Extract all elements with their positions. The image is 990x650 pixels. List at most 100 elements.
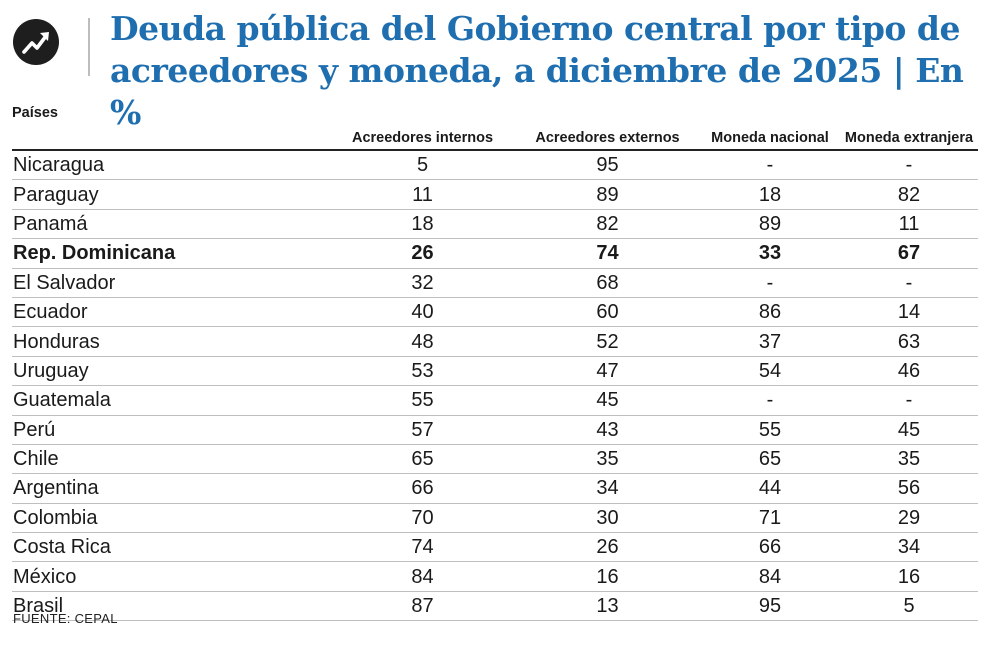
cell-moneda-nacional: -: [700, 268, 840, 298]
cell-acreedores-externos: 82: [515, 209, 700, 240]
table-row: Costa Rica 74 26 66 34: [12, 532, 978, 563]
cell-acreedores-internos: 32: [330, 268, 515, 298]
cell-acreedores-externos: 35: [515, 444, 700, 475]
cell-acreedores-internos: 84: [330, 561, 515, 592]
table-row: El Salvador 32 68- -: [12, 268, 978, 298]
cell-pais: Chile: [12, 444, 330, 475]
table-row: Nicaragua 5 95- -: [12, 150, 978, 181]
cell-moneda-nacional: 71: [700, 503, 840, 534]
cell-moneda-nacional: 66: [700, 532, 840, 563]
cell-pais: Ecuador: [12, 297, 330, 328]
cell-moneda-extranjera: 56: [840, 473, 978, 504]
title-divider: [88, 18, 90, 76]
cell-pais: Honduras: [12, 326, 330, 357]
cell-pais: Nicaragua: [12, 150, 330, 181]
cell-pais: Colombia: [12, 503, 330, 534]
cell-pais: Panamá: [12, 209, 330, 240]
cell-pais: Brasil: [12, 591, 330, 622]
cell-acreedores-externos: 45: [515, 385, 700, 416]
table-row: Honduras 48 52 37 63: [12, 326, 978, 357]
cell-acreedores-internos: 70: [330, 503, 515, 534]
cell-moneda-extranjera: 34: [840, 532, 978, 563]
cell-moneda-nacional: 89: [700, 209, 840, 240]
cell-moneda-extranjera: 63: [840, 326, 978, 357]
cell-acreedores-externos: 52: [515, 326, 700, 357]
cell-moneda-extranjera: 45: [840, 415, 978, 445]
cell-moneda-extranjera: 35: [840, 444, 978, 475]
cell-pais: Perú: [12, 415, 330, 445]
cell-acreedores-internos: 40: [330, 297, 515, 328]
cell-acreedores-internos: 65: [330, 444, 515, 475]
debt-table: Países Acreedores internos Acreedores ex…: [12, 100, 978, 622]
cell-moneda-extranjera: 11: [840, 209, 978, 240]
cell-pais: Argentina: [12, 473, 330, 504]
cell-moneda-nacional: 33: [700, 238, 840, 269]
table-header-row: Países Acreedores internos Acreedores ex…: [12, 100, 978, 151]
cell-acreedores-externos: 74: [515, 238, 700, 269]
cell-acreedores-externos: 95: [515, 150, 700, 181]
cell-acreedores-internos: 87: [330, 591, 515, 622]
table-row: Ecuador 40 60 86 14: [12, 297, 978, 328]
cell-moneda-nacional: -: [700, 385, 840, 416]
cell-moneda-extranjera: 5: [840, 591, 978, 622]
chart-title: Deuda pública del Gobierno central por t…: [110, 9, 964, 132]
column-header-paises: Países: [12, 100, 330, 151]
table-row: Brasil 87 13 95 5: [12, 591, 978, 622]
cell-moneda-extranjera: 67: [840, 238, 978, 269]
cell-acreedores-externos: 30: [515, 503, 700, 534]
table-row: Rep. Dominicana 26 74 33 67: [12, 238, 978, 269]
cell-acreedores-internos: 48: [330, 326, 515, 357]
cell-acreedores-internos: 74: [330, 532, 515, 563]
column-header-acreedores-externos: Acreedores externos: [515, 100, 700, 151]
cell-pais: Costa Rica: [12, 532, 330, 563]
cell-acreedores-externos: 26: [515, 532, 700, 563]
trend-arrow-icon: [13, 19, 59, 65]
cell-moneda-extranjera: 16: [840, 561, 978, 592]
cell-moneda-nacional: 86: [700, 297, 840, 328]
cell-acreedores-externos: 16: [515, 561, 700, 592]
cell-acreedores-internos: 55: [330, 385, 515, 416]
cell-acreedores-internos: 26: [330, 238, 515, 269]
column-header-moneda-extranjera: Moneda extranjera: [840, 100, 978, 151]
column-header-acreedores-internos: Acreedores internos: [330, 100, 515, 151]
cell-acreedores-externos: 89: [515, 179, 700, 210]
cell-pais: Paraguay: [12, 179, 330, 210]
cell-moneda-nacional: 37: [700, 326, 840, 357]
cell-pais: Guatemala: [12, 385, 330, 416]
table-row: México 84 16 84 16: [12, 561, 978, 592]
cell-acreedores-internos: 5: [330, 150, 515, 181]
table-row: Paraguay 11 89 18 82: [12, 179, 978, 210]
cell-moneda-nacional: 54: [700, 356, 840, 387]
cell-moneda-extranjera: 46: [840, 356, 978, 387]
cell-moneda-nacional: 84: [700, 561, 840, 592]
cell-acreedores-externos: 47: [515, 356, 700, 387]
cell-moneda-nacional: 65: [700, 444, 840, 475]
table-row: Chile 65 35 65 35: [12, 444, 978, 475]
cell-moneda-extranjera: -: [840, 385, 978, 416]
cell-acreedores-externos: 68: [515, 268, 700, 298]
source-note: FUENTE: CEPAL: [13, 611, 118, 626]
table-body: Nicaragua 5 95- - Paraguay 11 89 18 82 Panamá 18 82…: [12, 150, 978, 622]
table-row: Panamá 18 82 89 11: [12, 209, 978, 240]
cell-moneda-nacional: 95: [700, 591, 840, 622]
cell-pais: Uruguay: [12, 356, 330, 387]
cell-moneda-extranjera: 82: [840, 179, 978, 210]
cell-moneda-extranjera: -: [840, 150, 978, 181]
cell-moneda-extranjera: 29: [840, 503, 978, 534]
cell-acreedores-internos: 66: [330, 473, 515, 504]
cell-acreedores-internos: 53: [330, 356, 515, 387]
cell-moneda-nacional: 44: [700, 473, 840, 504]
trend-arrow-glyph: [22, 32, 49, 54]
cell-moneda-extranjera: -: [840, 268, 978, 298]
cell-acreedores-internos: 18: [330, 209, 515, 240]
cell-moneda-nacional: 55: [700, 415, 840, 445]
cell-moneda-extranjera: 14: [840, 297, 978, 328]
cell-acreedores-externos: 43: [515, 415, 700, 445]
column-header-moneda-nacional: Moneda nacional: [700, 100, 840, 151]
table-row: Perú 57 43 55 45: [12, 415, 978, 445]
cell-acreedores-internos: 11: [330, 179, 515, 210]
cell-acreedores-externos: 13: [515, 591, 700, 622]
cell-pais: México: [12, 561, 330, 592]
cell-moneda-nacional: -: [700, 150, 840, 181]
table-row: Colombia 70 30 71 29: [12, 503, 978, 534]
